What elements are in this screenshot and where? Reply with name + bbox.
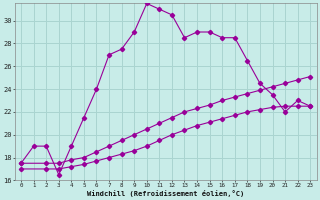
X-axis label: Windchill (Refroidissement éolien,°C): Windchill (Refroidissement éolien,°C): [87, 190, 244, 197]
